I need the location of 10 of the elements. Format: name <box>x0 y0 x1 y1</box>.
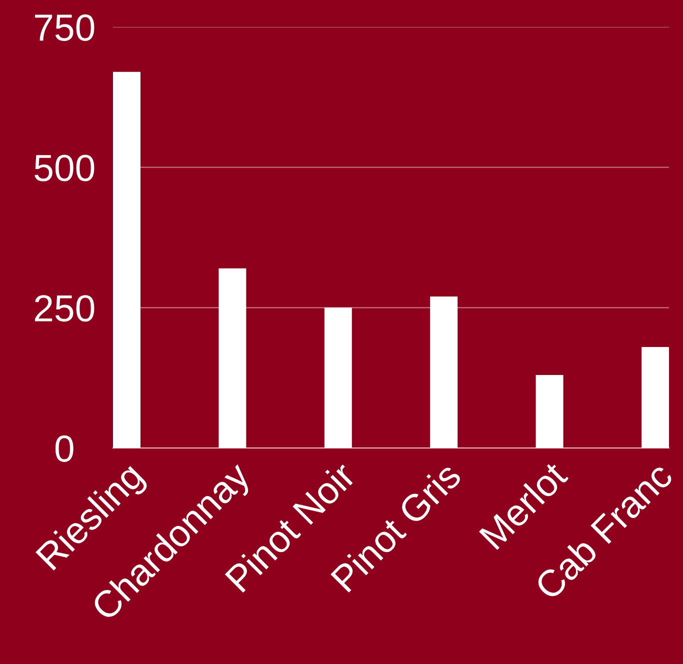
y-tick-label: 750 <box>35 14 94 41</box>
bar <box>642 346 669 448</box>
y-tick-label: 0 <box>55 435 74 462</box>
bar <box>430 296 458 448</box>
bar <box>218 268 246 448</box>
y-tick-label: 500 <box>34 154 94 182</box>
y-tick-label: 250 <box>34 295 94 322</box>
bar <box>324 308 352 448</box>
bar <box>536 375 564 448</box>
bar <box>113 72 140 448</box>
